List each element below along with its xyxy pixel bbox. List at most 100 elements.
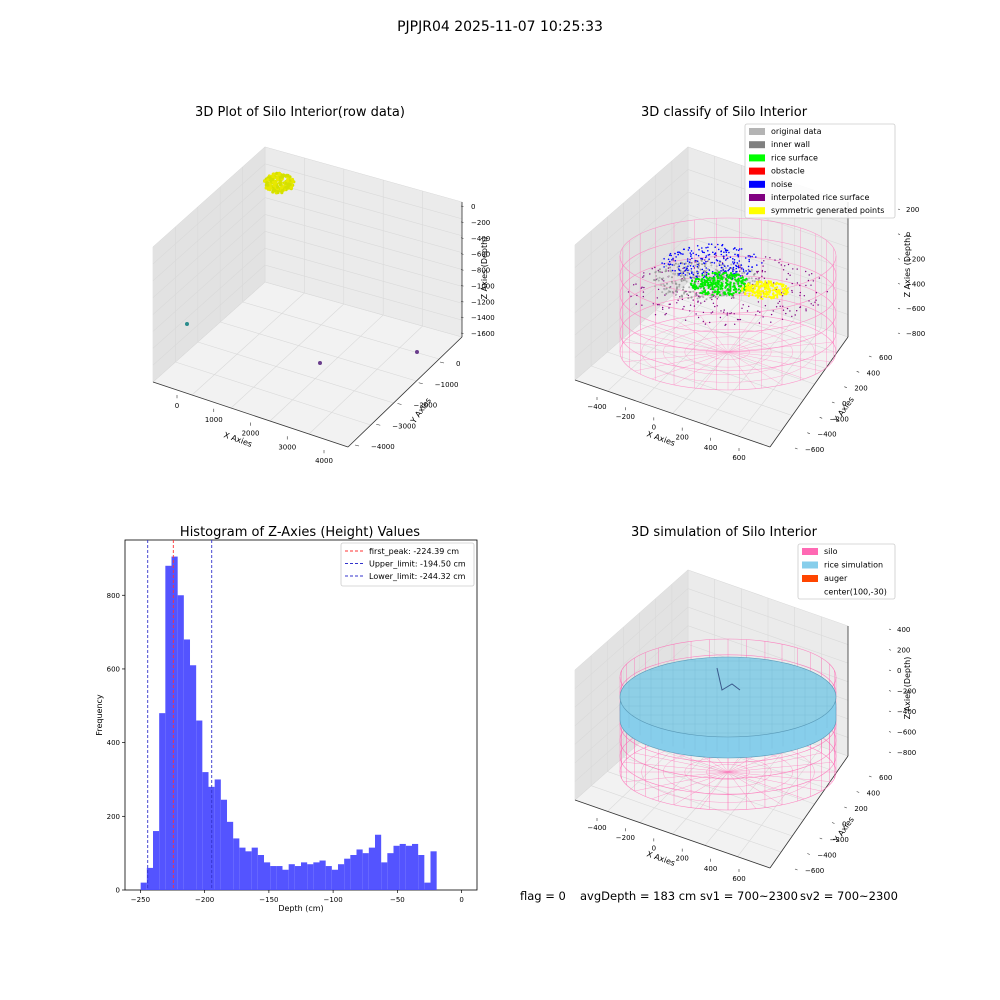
classify-point bbox=[765, 292, 769, 295]
simulation-z-tick-label: −800 bbox=[897, 749, 916, 757]
classify-point bbox=[721, 266, 723, 269]
histogram-bar bbox=[307, 864, 314, 890]
classify-silo-bottom-ring bbox=[684, 336, 772, 368]
classify-point bbox=[665, 312, 667, 315]
classify-xlabel: X Axies bbox=[645, 429, 676, 448]
classify-point bbox=[712, 302, 715, 304]
classify-point bbox=[653, 279, 656, 281]
classify-point bbox=[701, 274, 704, 277]
classify-point bbox=[697, 271, 700, 273]
histogram-bar bbox=[374, 834, 382, 890]
simulation-silo-spoke bbox=[651, 771, 729, 800]
status-sv2: sv2 = 700~2300 bbox=[800, 889, 898, 903]
classify-point bbox=[731, 293, 734, 296]
histogram-bar bbox=[344, 858, 351, 890]
classify-point bbox=[794, 314, 796, 316]
classify-point bbox=[689, 310, 691, 312]
classify-point bbox=[705, 246, 707, 249]
classify-point bbox=[693, 280, 697, 283]
simulation-grid-floor-y bbox=[607, 771, 793, 837]
classify-point bbox=[691, 276, 694, 279]
histogram-x-tick-label: −200 bbox=[195, 896, 214, 904]
classify-legend-label: symmetric generated points bbox=[771, 206, 884, 215]
simulation-rice-surface bbox=[619, 656, 837, 759]
raw-point bbox=[288, 175, 292, 179]
raw-point bbox=[280, 188, 284, 192]
classify-point bbox=[779, 258, 781, 260]
classify-point bbox=[709, 288, 712, 290]
classify-x-ticks: −400 −200 0 200 400 600 bbox=[587, 397, 746, 462]
classify-point bbox=[703, 251, 705, 254]
classify-point bbox=[732, 261, 734, 263]
raw-point bbox=[266, 183, 270, 187]
raw-point bbox=[267, 186, 271, 190]
classify-point bbox=[675, 287, 678, 290]
classify-silo-spoke bbox=[727, 341, 833, 353]
simulation-y-tick-mark bbox=[831, 822, 835, 824]
classify-point bbox=[764, 256, 767, 258]
classify-point bbox=[776, 296, 779, 299]
simulation-silo-spoke bbox=[623, 761, 729, 773]
simulation-y-tick-label: −600 bbox=[805, 867, 824, 875]
classify-point bbox=[697, 262, 700, 265]
classify-point bbox=[707, 283, 710, 286]
raw-point bbox=[280, 186, 284, 190]
classify-point bbox=[720, 253, 723, 256]
classify-point bbox=[658, 304, 660, 306]
classify-point bbox=[661, 271, 663, 273]
classify-point bbox=[710, 264, 713, 267]
classify-point bbox=[734, 253, 736, 256]
raw-point bbox=[289, 186, 293, 190]
classify-point bbox=[710, 243, 713, 245]
classify-point bbox=[710, 312, 712, 314]
classify-point bbox=[701, 258, 704, 260]
classify-point bbox=[756, 270, 758, 273]
classify-silo-spoke bbox=[727, 324, 805, 353]
classify-point bbox=[776, 293, 779, 296]
classify-point bbox=[756, 264, 758, 266]
classify-point bbox=[812, 304, 814, 306]
raw-y-tick-label: 0 bbox=[456, 360, 460, 368]
classify-point bbox=[808, 274, 810, 276]
classify-point bbox=[726, 314, 728, 316]
classify-silo-spoke bbox=[727, 332, 822, 353]
histogram-bar bbox=[294, 866, 301, 890]
histogram-bar bbox=[331, 869, 338, 890]
classify-legend-label: rice surface bbox=[771, 153, 818, 162]
classify-point bbox=[682, 286, 685, 289]
classify-point bbox=[682, 253, 684, 255]
simulation-z-tick-mark bbox=[888, 649, 892, 651]
classify-point bbox=[772, 310, 774, 312]
raw-z-tick-mark bbox=[460, 316, 464, 319]
simulation-grid-floor-x bbox=[737, 746, 822, 857]
raw-y-tick-label: −2000 bbox=[414, 402, 438, 410]
classify-point bbox=[702, 311, 705, 314]
classify-point bbox=[696, 294, 698, 296]
classify-point bbox=[678, 265, 680, 268]
classify-point bbox=[737, 285, 741, 288]
histogram-bar bbox=[153, 831, 160, 890]
classify-point bbox=[693, 277, 696, 279]
classify-point bbox=[707, 246, 709, 249]
classify-point bbox=[748, 277, 751, 280]
classify-point bbox=[668, 260, 671, 263]
histogram-bar bbox=[196, 720, 203, 890]
classify-point bbox=[737, 254, 740, 256]
classify-point bbox=[701, 268, 704, 271]
classify-point bbox=[701, 282, 704, 285]
classify-point bbox=[708, 279, 712, 282]
classify-point bbox=[722, 263, 724, 265]
classify-point bbox=[757, 285, 760, 288]
classify-point bbox=[725, 254, 728, 256]
classify-point bbox=[747, 272, 749, 274]
classify-legend-swatch bbox=[749, 180, 765, 188]
classify-x-axis bbox=[574, 379, 771, 448]
simulation-silo-spoke bbox=[634, 752, 729, 773]
classify-point bbox=[750, 269, 753, 271]
classify-point bbox=[675, 293, 678, 296]
classify-point bbox=[684, 279, 687, 281]
classify-point bbox=[694, 264, 697, 267]
classify-point bbox=[656, 277, 659, 280]
panel-simulation: 3D simulation of Silo Interior −400 −200 0… bbox=[574, 525, 916, 883]
